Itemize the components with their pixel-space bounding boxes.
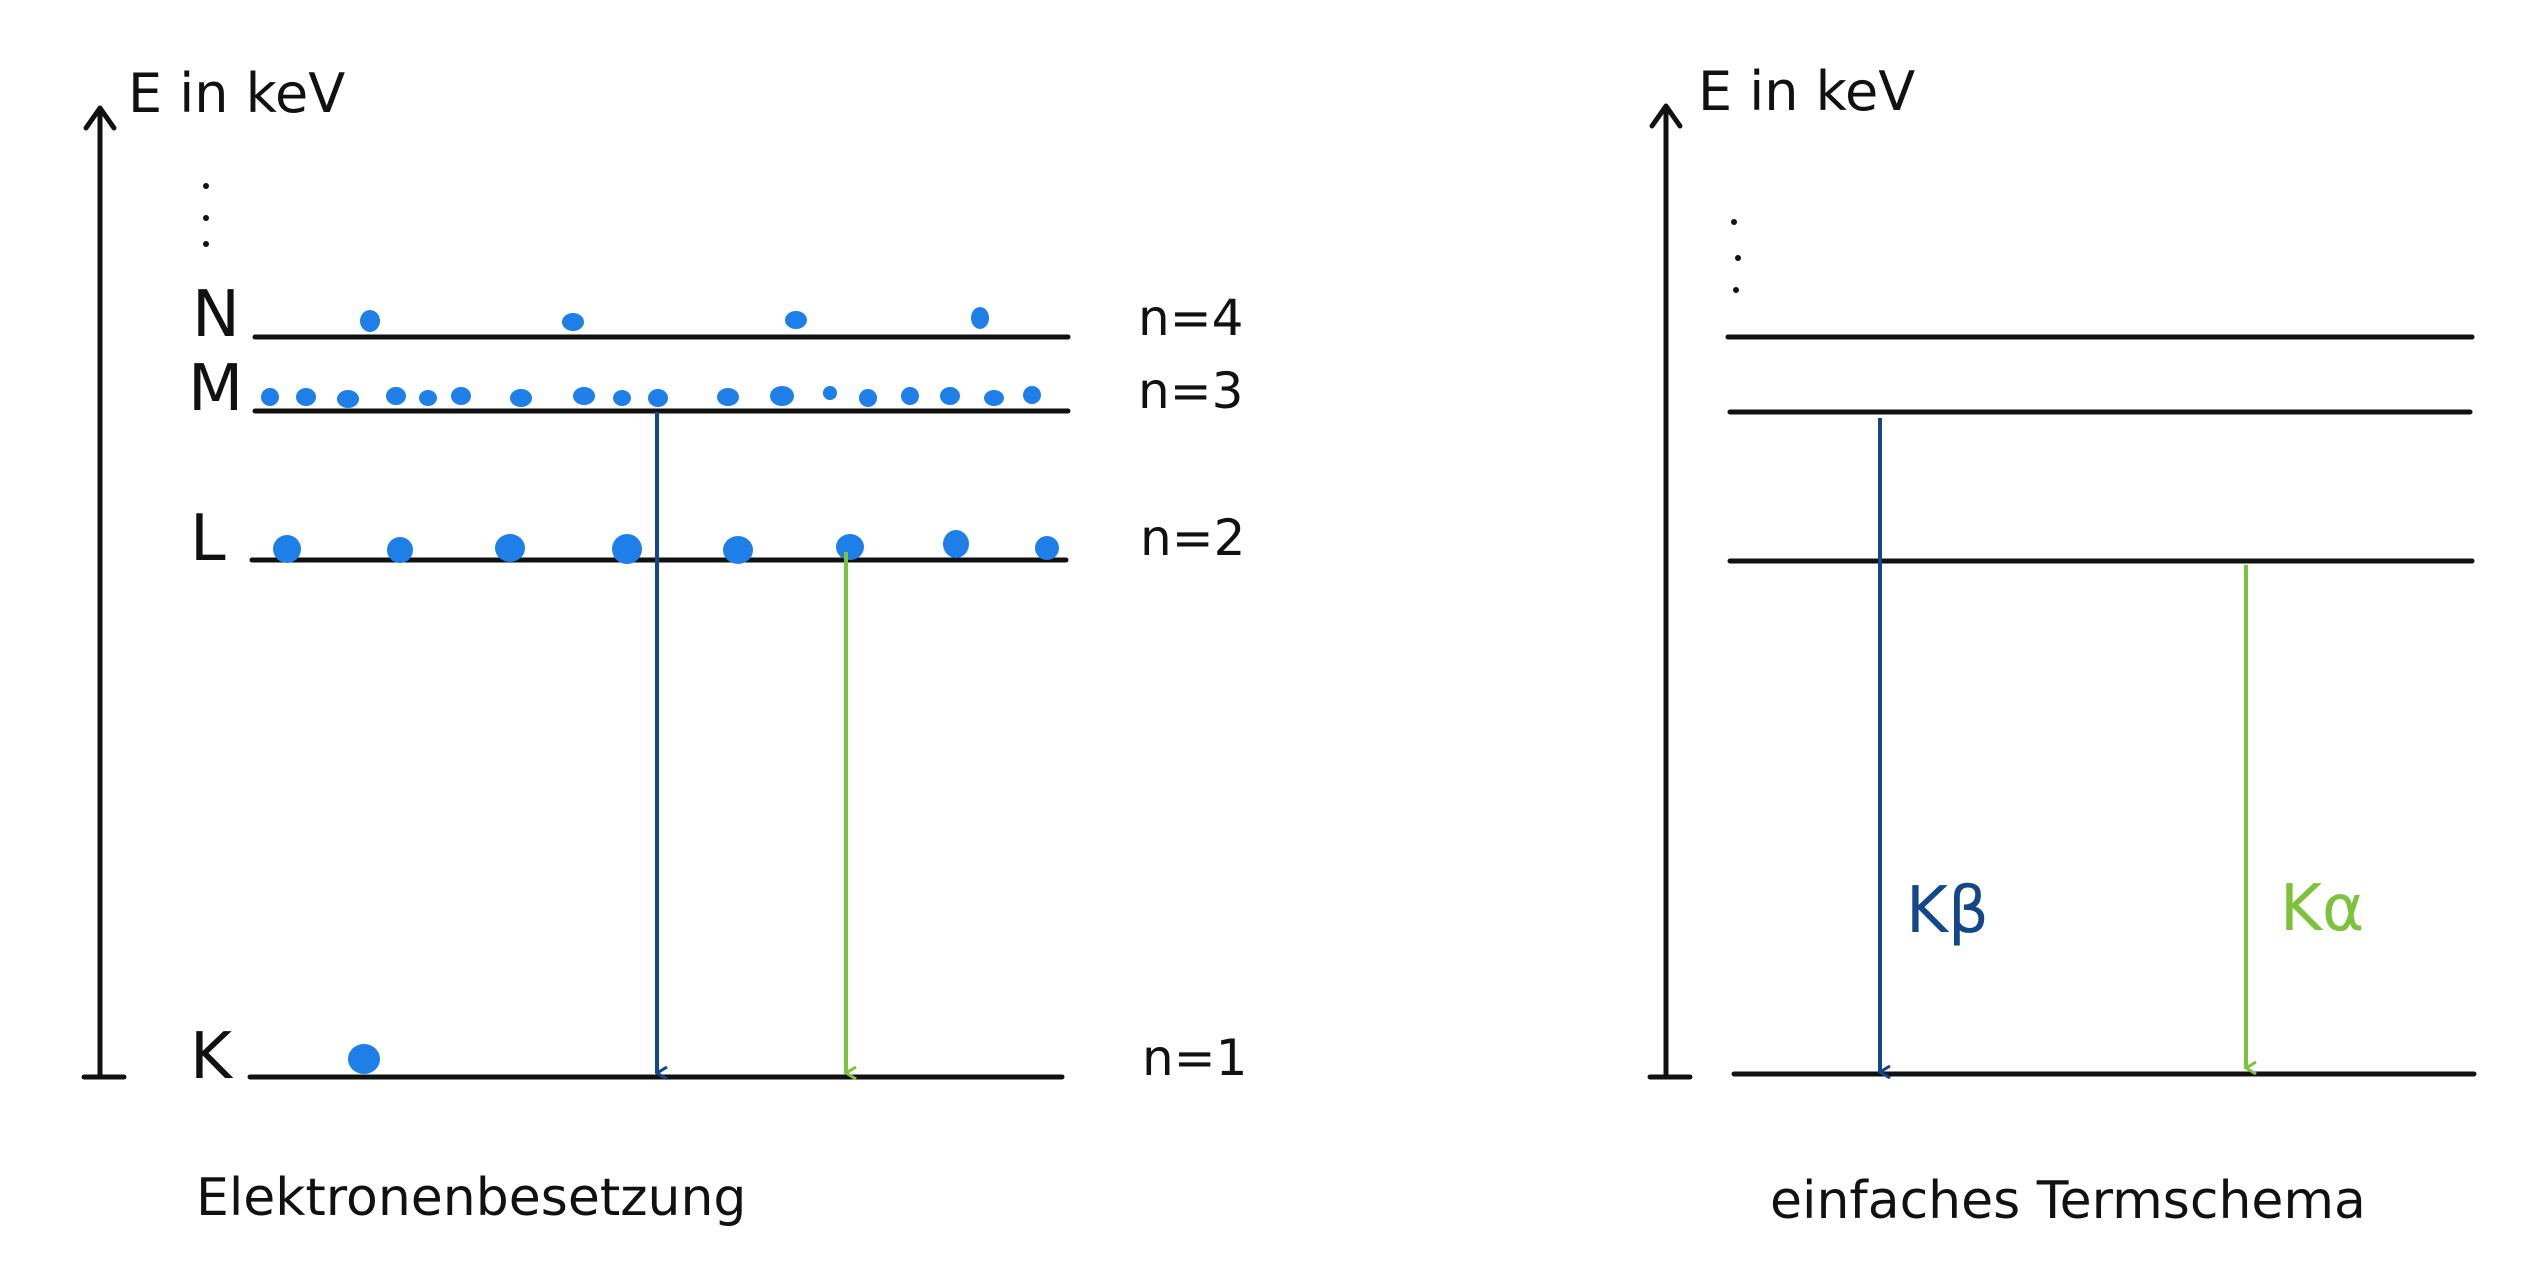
left-ellipsis-dots [203, 183, 209, 247]
right-diagram: E in keV Kβ Kα einfaches Termschema [1647, 60, 2477, 1231]
electron [940, 387, 960, 405]
electron [823, 386, 837, 400]
electron [723, 536, 753, 564]
electron [348, 1044, 380, 1074]
n-label-1: n=1 [1142, 1029, 1247, 1087]
electron [451, 387, 471, 405]
electron [273, 535, 301, 563]
electron [296, 388, 316, 406]
left-caption: Elektronenbesetzung [196, 1168, 746, 1228]
electron [943, 530, 969, 558]
electron [984, 390, 1004, 406]
electron [510, 389, 532, 407]
n-label-2: n=2 [1140, 509, 1245, 567]
electron [613, 390, 631, 406]
electron [337, 390, 359, 408]
shell-label-k: K [190, 1020, 234, 1094]
electron [387, 537, 413, 563]
electrons-m [261, 386, 1041, 408]
electron [562, 313, 584, 331]
right-caption: einfaches Termschema [1770, 1171, 2366, 1231]
electron [971, 307, 989, 329]
electron [360, 310, 380, 332]
left-axis-arrowhead [83, 105, 117, 131]
left-diagram: E in keV N M L K n=4 n=3 n=2 n=1 [81, 62, 1247, 1228]
electron [573, 387, 595, 405]
shell-label-l: L [190, 502, 226, 576]
right-axis-label: E in keV [1698, 60, 1915, 123]
k-beta-label: Kβ [1906, 874, 1989, 948]
electron [836, 534, 864, 560]
electrons-l [273, 530, 1059, 564]
electron [648, 389, 668, 407]
electron [770, 386, 794, 406]
electron [1035, 536, 1059, 560]
electron [419, 390, 437, 406]
electrons-n [360, 307, 989, 332]
k-alpha-label: Kα [2280, 872, 2364, 946]
left-axis-label: E in keV [128, 62, 345, 125]
right-ellipsis-dots [1731, 219, 1741, 293]
electron [495, 534, 525, 562]
electron [1023, 386, 1041, 404]
n-label-3: n=3 [1138, 362, 1243, 420]
right-axis-arrowhead [1649, 103, 1683, 129]
electron [859, 389, 877, 407]
electron [386, 387, 406, 405]
electron [261, 388, 279, 406]
electron [612, 534, 642, 564]
electron [717, 388, 739, 406]
n-label-4: n=4 [1138, 289, 1243, 347]
electrons-k [348, 1044, 380, 1074]
electron [901, 387, 919, 405]
electron [785, 311, 807, 329]
shell-label-m: M [188, 352, 243, 426]
shell-label-n: N [192, 278, 240, 352]
